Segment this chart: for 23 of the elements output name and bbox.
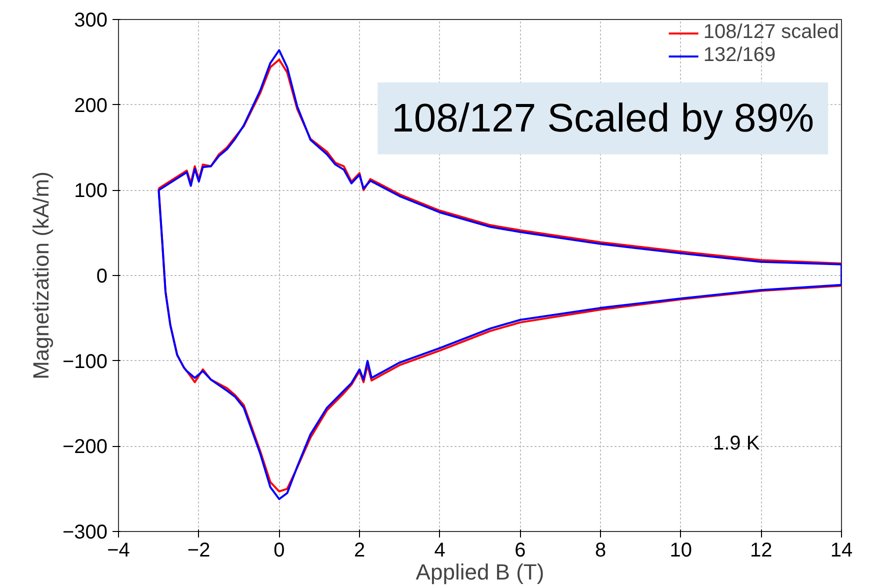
y-tick-label: −200 <box>62 436 108 458</box>
x-axis-title: Applied B (T) <box>416 560 544 584</box>
y-tick-label: 300 <box>74 10 108 32</box>
x-tick-label: 14 <box>830 540 853 562</box>
y-tick-label: −300 <box>62 522 108 544</box>
x-tick-label: 0 <box>274 540 285 562</box>
legend-label: 108/127 scaled <box>703 21 839 44</box>
x-tick-label: 6 <box>514 540 526 562</box>
x-tick-label: 10 <box>670 540 692 562</box>
y-tick-label: 100 <box>74 180 108 202</box>
x-tick-label: 8 <box>594 540 606 562</box>
x-tick-label: 2 <box>354 540 366 562</box>
y-axis-title: Magnetization (kA/m) <box>28 172 54 380</box>
annotation: 1.9 K <box>712 432 760 455</box>
x-tick-label: 4 <box>434 540 446 562</box>
x-tick-label: 12 <box>750 540 772 562</box>
annotation: 108/127 Scaled by 89% <box>392 96 814 140</box>
y-tick-label: 0 <box>96 266 108 288</box>
x-tick-label: −2 <box>187 540 210 562</box>
y-tick-label: 200 <box>74 94 108 117</box>
x-tick-label: −4 <box>107 540 130 562</box>
y-tick-label: −100 <box>62 350 108 373</box>
legend-label: 132/169 <box>703 44 776 67</box>
